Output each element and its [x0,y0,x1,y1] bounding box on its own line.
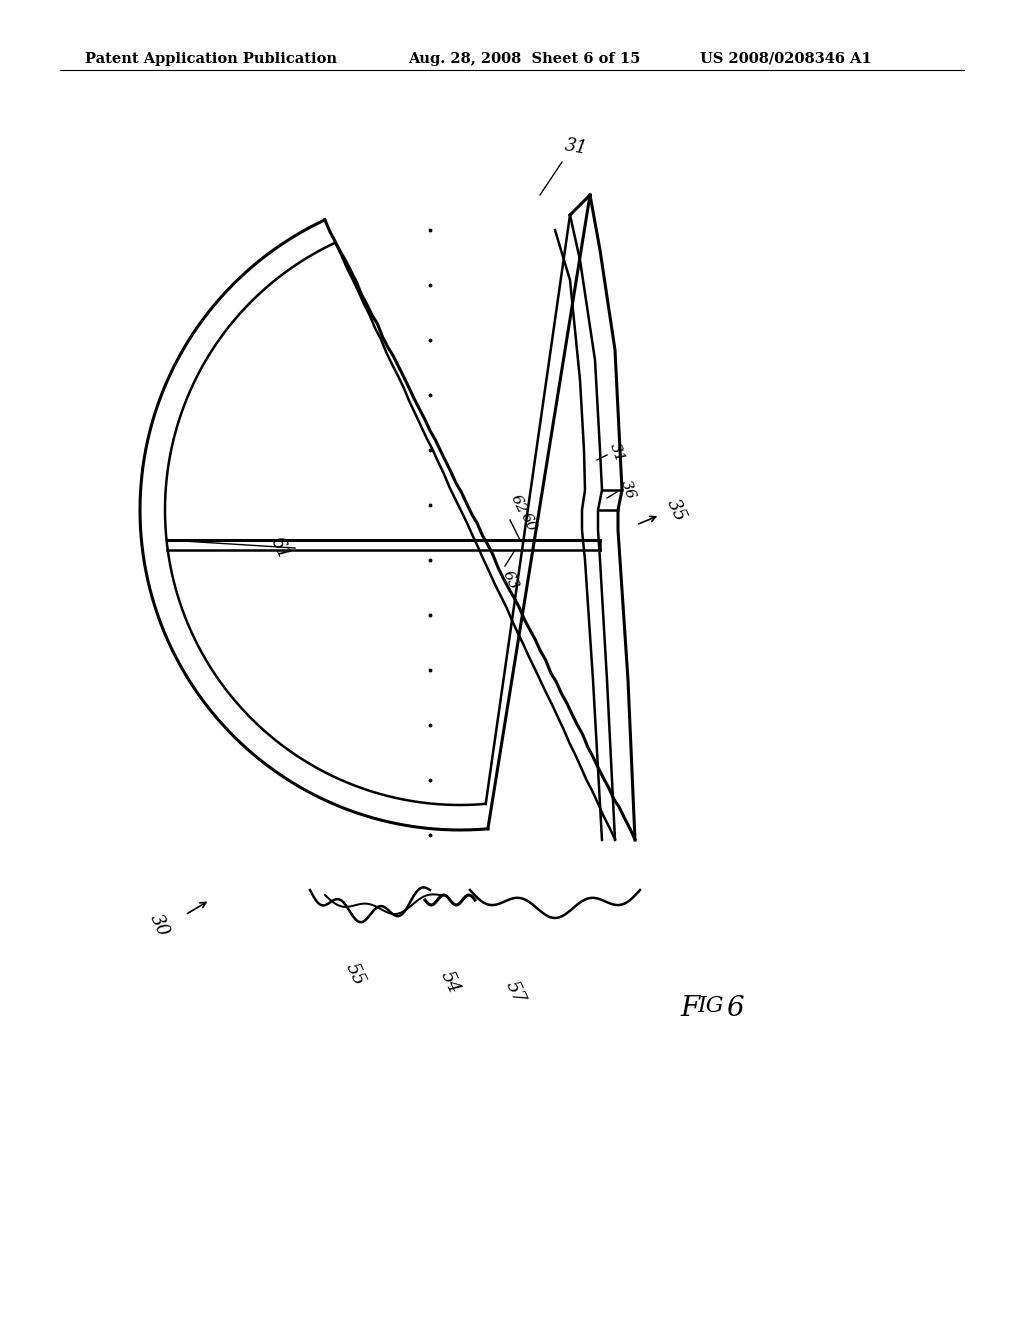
Text: 35: 35 [663,496,689,524]
Text: 62: 62 [508,492,529,516]
Text: F: F [680,995,699,1022]
Text: 31: 31 [607,441,627,465]
Text: 55: 55 [342,960,368,989]
Text: 36: 36 [618,478,638,502]
Text: 30: 30 [146,911,172,940]
Text: 54: 54 [437,968,463,997]
Text: 60: 60 [518,511,539,535]
Text: 61: 61 [267,533,293,562]
Text: Patent Application Publication: Patent Application Publication [85,51,337,66]
Text: 63: 63 [500,568,521,591]
Text: IG: IG [697,995,724,1016]
Text: Aug. 28, 2008  Sheet 6 of 15: Aug. 28, 2008 Sheet 6 of 15 [408,51,640,66]
Text: US 2008/0208346 A1: US 2008/0208346 A1 [700,51,871,66]
Text: 57: 57 [502,978,528,1006]
Text: 31: 31 [563,136,589,158]
Text: 6: 6 [726,995,743,1022]
